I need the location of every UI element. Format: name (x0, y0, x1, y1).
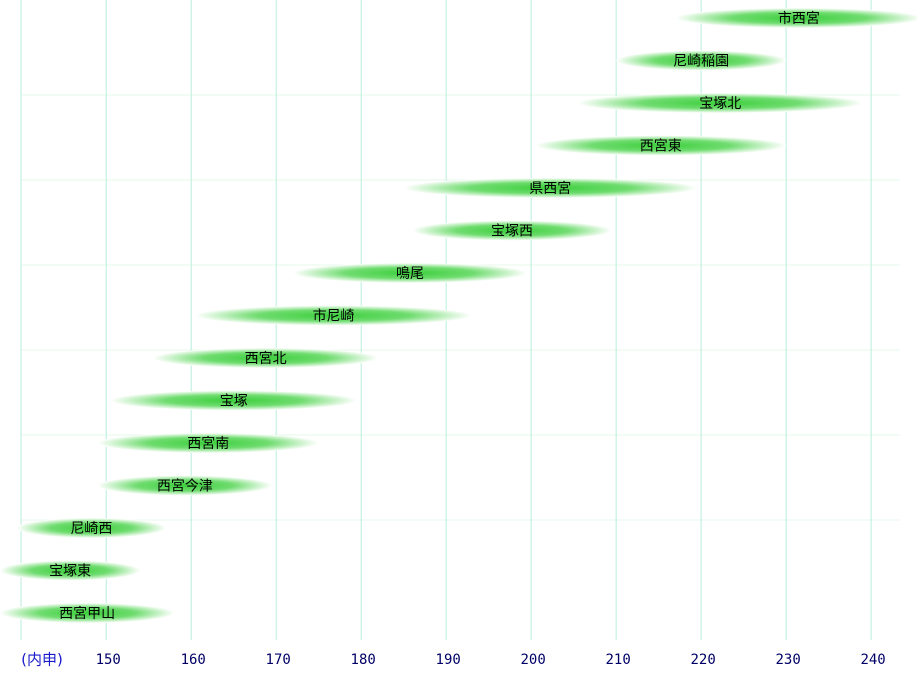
range-ellipse (195, 305, 472, 326)
x-tick-label: 150 (96, 652, 121, 668)
school-label: 尼崎稲園 (673, 54, 729, 70)
school-label: 宝塚 (220, 394, 248, 410)
range-ellipse (97, 475, 272, 496)
school-label: 宝塚北 (699, 96, 741, 112)
x-tick-label: 180 (351, 652, 376, 668)
range-ellipse (110, 390, 357, 411)
range-ellipse (616, 50, 787, 71)
range-ellipse (0, 560, 141, 581)
range-ellipse (152, 348, 379, 368)
school-label: 尼崎西 (70, 521, 112, 537)
school-label: 鳴尾 (396, 266, 424, 282)
school-label: 宝塚東 (49, 564, 91, 580)
x-tick-label: 240 (860, 652, 885, 668)
x-tick-label: 190 (436, 652, 461, 668)
school-label: 市尼崎 (313, 308, 355, 325)
school-label: 西宮東 (640, 139, 682, 155)
range-ellipse (403, 178, 697, 198)
school-label: 西宮甲山 (59, 606, 115, 622)
school-label: 宝塚西 (491, 224, 533, 240)
x-tick-label: 160 (181, 652, 206, 668)
range-ellipse (97, 433, 319, 453)
school-label: 西宮南 (187, 436, 229, 452)
range-ellipse (412, 220, 612, 241)
x-tick-label: 210 (606, 652, 631, 668)
x-tick-label: 170 (266, 652, 291, 668)
school-label: 西宮北 (245, 351, 287, 367)
x-axis-label: (内申) (21, 651, 63, 669)
school-label: 市西宮 (778, 10, 820, 27)
school-label: 西宮今津 (157, 479, 213, 495)
x-tick-label: 200 (521, 652, 546, 668)
range-ellipse (16, 518, 166, 538)
x-tick-label: 220 (690, 652, 715, 668)
range-ellipse (0, 603, 175, 623)
range-ellipse (535, 135, 787, 156)
school-label: 県西宮 (529, 181, 571, 197)
range-ellipse (293, 263, 527, 283)
range-ellipse (675, 8, 917, 28)
range-ellipse (577, 93, 863, 113)
x-tick-label: 230 (775, 652, 800, 668)
